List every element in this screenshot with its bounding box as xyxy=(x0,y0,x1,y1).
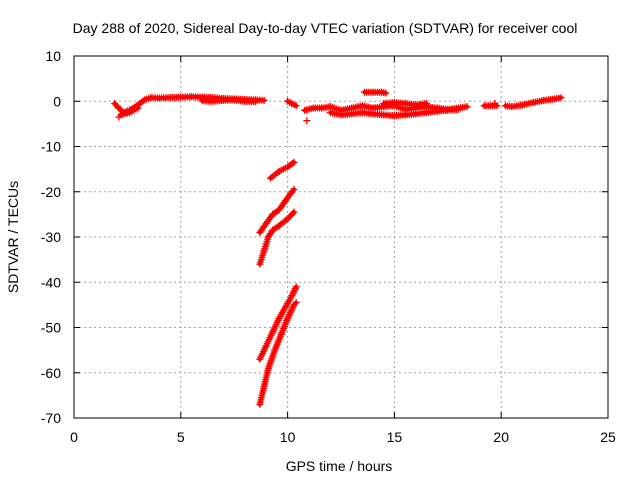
data-point xyxy=(290,158,298,166)
data-segment xyxy=(198,96,260,106)
data-segment xyxy=(326,105,462,120)
data-segment xyxy=(256,283,300,363)
data-segment xyxy=(256,185,298,236)
data-point xyxy=(303,117,311,125)
x-axis-label: GPS time / hours xyxy=(286,458,393,474)
y-tick-label: -10 xyxy=(41,139,61,155)
y-axis-label: SDTVAR / TECUs xyxy=(5,181,21,293)
data-segment xyxy=(284,97,300,110)
data-segment xyxy=(267,158,298,182)
data-point xyxy=(292,102,300,110)
data-point xyxy=(303,106,311,114)
x-tick-label: 25 xyxy=(600,429,616,445)
data-point xyxy=(292,283,300,291)
data-point xyxy=(463,103,471,111)
x-tick-label: 20 xyxy=(493,429,509,445)
data-point xyxy=(382,89,390,97)
data-point xyxy=(491,100,499,108)
data-point xyxy=(292,299,300,307)
x-tick-label: 0 xyxy=(70,429,78,445)
y-tick-label: -50 xyxy=(41,320,61,336)
data-point xyxy=(134,104,142,112)
data-segment xyxy=(360,88,390,97)
x-tick-label: 10 xyxy=(280,429,296,445)
data-point xyxy=(115,113,123,121)
y-tick-label: 0 xyxy=(53,93,61,109)
data-point xyxy=(252,98,260,106)
data-point xyxy=(422,100,430,108)
axis-ticks: 0 5 10 15 20 25 -70 -60 -50 -40 -30 -20 -10 0 10 xyxy=(41,48,616,445)
data-point xyxy=(290,185,298,193)
data-segment xyxy=(117,104,142,119)
x-tick-label: 5 xyxy=(177,429,185,445)
y-tick-label: -60 xyxy=(41,365,61,381)
data-segment xyxy=(111,94,163,117)
y-tick-label: 10 xyxy=(45,48,61,64)
data-point xyxy=(139,97,147,105)
data-point xyxy=(260,96,268,104)
y-tick-label: -20 xyxy=(41,184,61,200)
data-point xyxy=(454,105,462,113)
data-segment xyxy=(501,94,565,111)
y-tick-label: -40 xyxy=(41,274,61,290)
y-tick-label: -70 xyxy=(41,410,61,426)
data-point xyxy=(290,208,298,216)
y-tick-label: -30 xyxy=(41,229,61,245)
data-segment xyxy=(256,299,300,408)
x-tick-label: 15 xyxy=(387,429,403,445)
data-point xyxy=(288,159,296,167)
chart-title: Day 288 of 2020, Sidereal Day-to-day VTE… xyxy=(73,20,578,36)
data-segment xyxy=(380,99,430,109)
data-point xyxy=(557,94,565,102)
data-segment xyxy=(256,208,298,268)
data-series xyxy=(111,88,565,408)
